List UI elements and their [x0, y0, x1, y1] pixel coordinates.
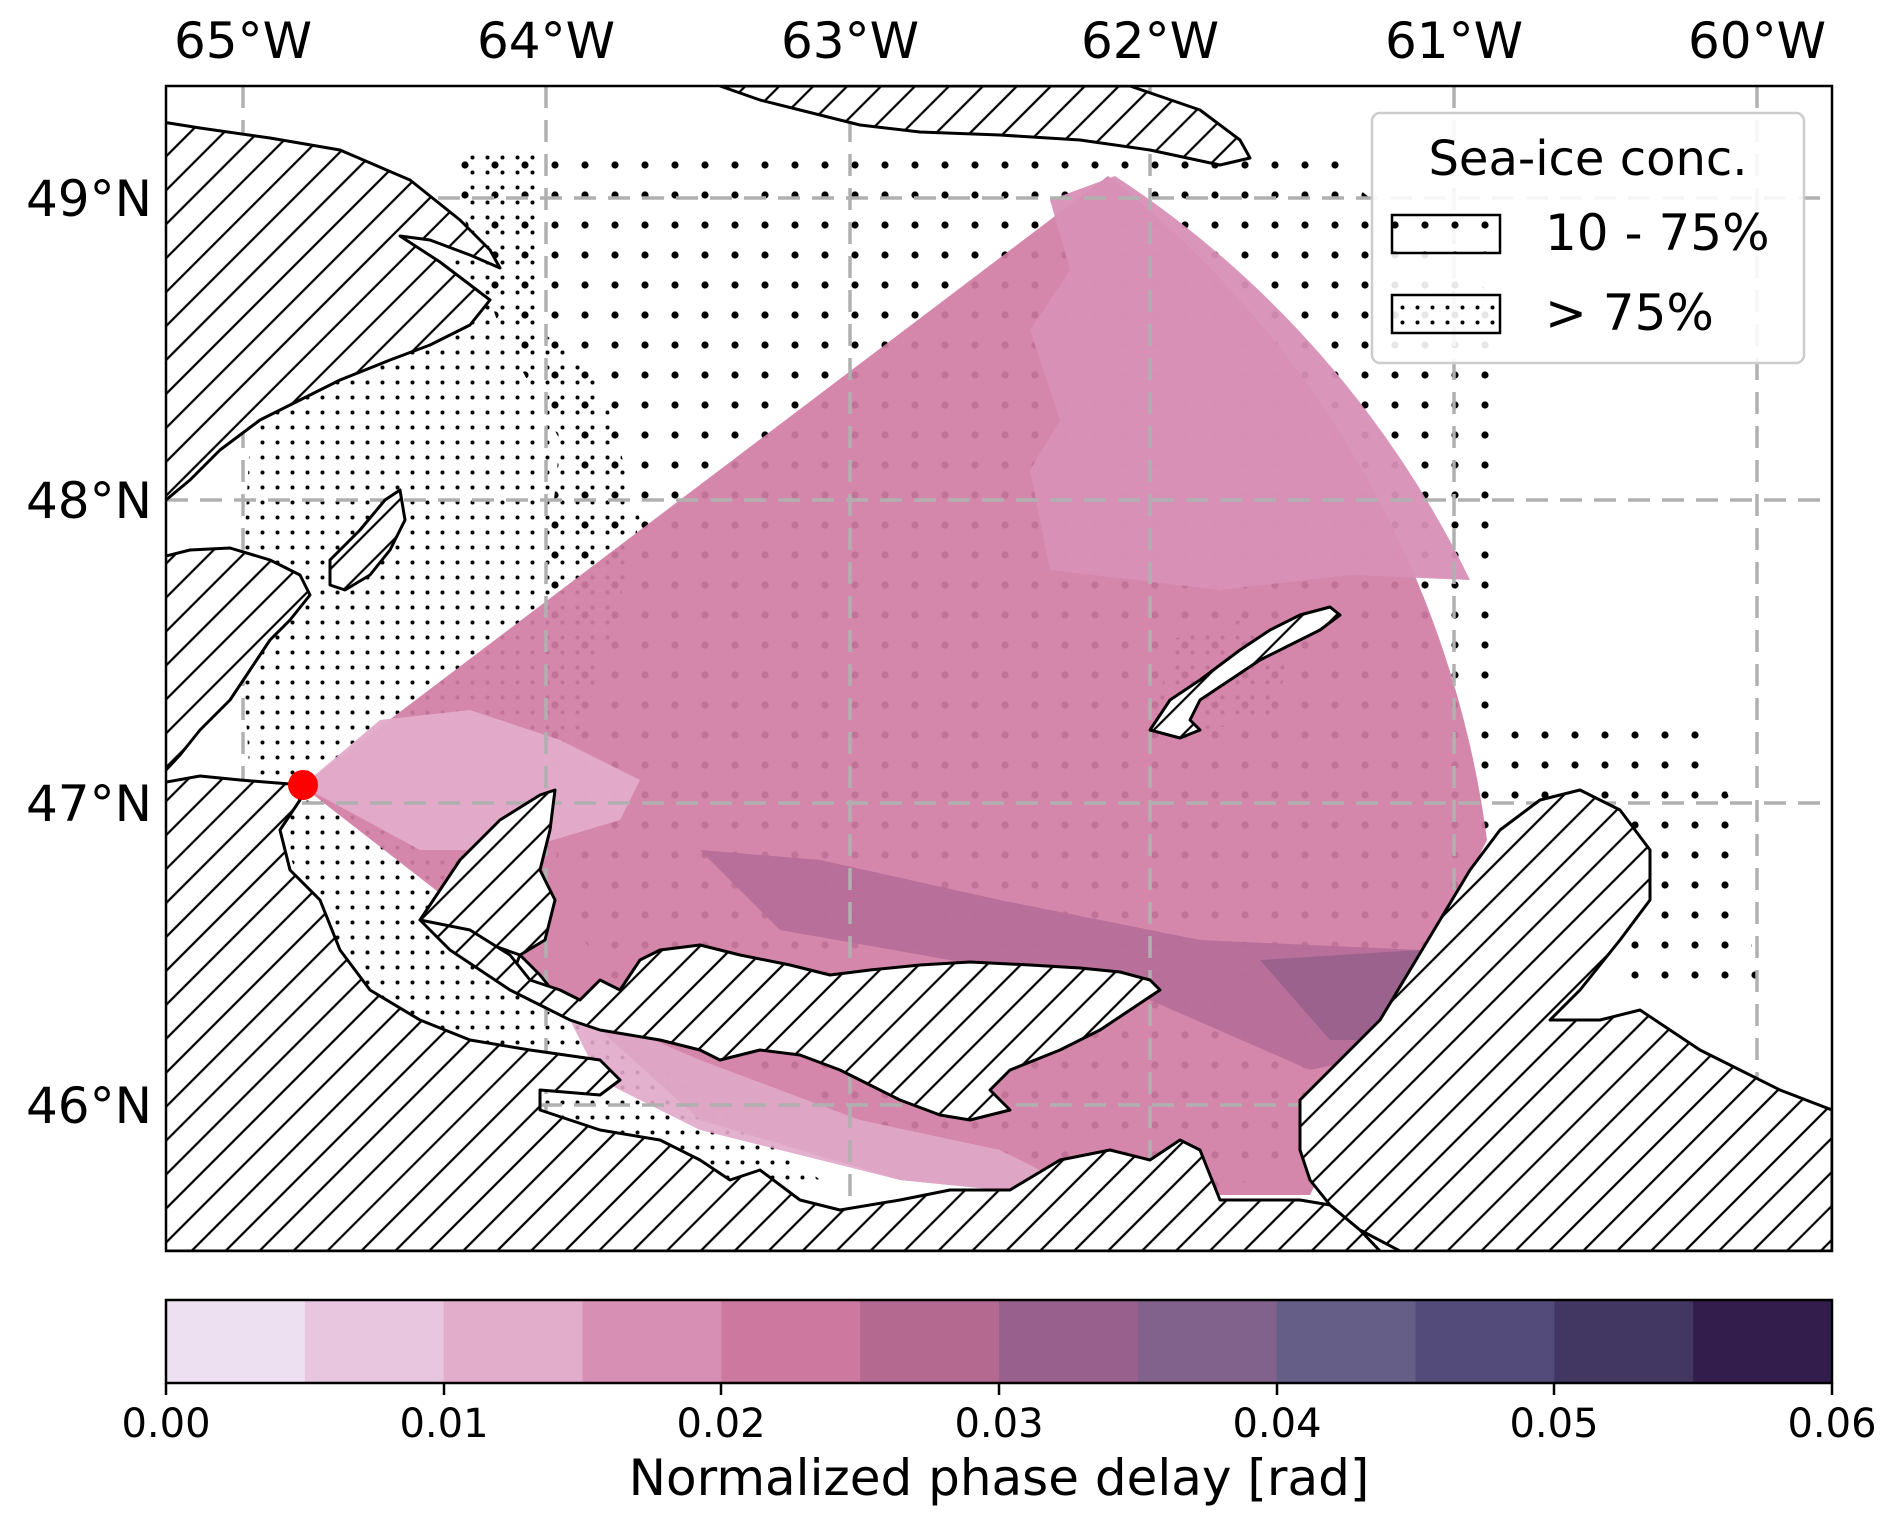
- lon-tick-label: 61°W: [1385, 12, 1523, 70]
- legend-title: Sea-ice conc.: [1428, 131, 1747, 187]
- colorbar: 0.00 0.01 0.02 0.03 0.04 0.05 0.06 Norma…: [121, 1298, 1877, 1507]
- colorbar-tick-label: 0.06: [1787, 1401, 1876, 1447]
- land-new-brunswick-north: [166, 546, 312, 772]
- colorbar-tick-label: 0.03: [954, 1401, 1043, 1447]
- colorbar-tick-label: 0.05: [1509, 1401, 1598, 1447]
- land-prince-edward-island: [418, 918, 1162, 1122]
- land-masses: [166, 86, 1832, 1251]
- colorbar-segment: [1415, 1300, 1555, 1383]
- lon-tick-labels: 65°W 64°W 63°W 62°W 61°W 60°W: [174, 12, 1826, 70]
- colorbar-segments: [166, 1300, 1833, 1383]
- lat-tick-labels: 49°N 48°N 47°N 46°N: [26, 170, 152, 1135]
- lat-tick-label: 47°N: [26, 775, 152, 833]
- legend: Sea-ice conc. 10 - 75% > 75%: [1370, 111, 1806, 365]
- colorbar-tick-label: 0.02: [676, 1401, 765, 1447]
- footprint-pale-zone: [302, 710, 640, 850]
- lon-tick-label: 64°W: [477, 12, 615, 70]
- colorbar-segment: [443, 1300, 584, 1383]
- map-frame: [164, 84, 1834, 1253]
- footprint-light-zone: [1030, 176, 1470, 590]
- legend-swatch-moderate: [1390, 213, 1502, 255]
- lat-tick-label: 48°N: [26, 472, 152, 530]
- colorbar-segment: [860, 1300, 1000, 1383]
- footprint-south-pale: [560, 1000, 1100, 1200]
- colorbar-label: Normalized phase delay [rad]: [629, 1449, 1370, 1507]
- footprint-dark-zone: [700, 850, 1420, 1070]
- colorbar-segment: [1554, 1300, 1694, 1383]
- lon-tick-label: 62°W: [1081, 12, 1219, 70]
- colorbar-segment: [582, 1300, 722, 1383]
- lon-tick-label: 60°W: [1688, 12, 1826, 70]
- colorbar-segment: [999, 1300, 1139, 1383]
- colorbar-tick-label: 0.04: [1232, 1401, 1321, 1447]
- colorbar-tick-label: 0.01: [399, 1401, 488, 1447]
- colorbar-segment: [721, 1300, 861, 1383]
- colorbar-segment: [1137, 1300, 1278, 1383]
- lon-tick-label: 65°W: [174, 12, 312, 70]
- land-gaspe-peninsula: [166, 121, 502, 502]
- lat-tick-label: 49°N: [26, 170, 152, 228]
- land-magdalen-islands: [1148, 605, 1342, 740]
- land-north-shore: [718, 86, 1252, 167]
- legend-label-moderate: 10 - 75%: [1545, 204, 1770, 262]
- legend-label-high: > 75%: [1545, 284, 1714, 342]
- land-cape-breton: [1298, 788, 1832, 1251]
- colorbar-tick-label: 0.00: [121, 1401, 210, 1447]
- colorbar-segment: [166, 1300, 306, 1383]
- source-location-marker: [288, 770, 318, 800]
- land-new-brunswick-south: [166, 774, 1382, 1251]
- legend-swatch-high: [1390, 293, 1502, 335]
- colorbar-ticks: [164, 1383, 1834, 1395]
- land-miscou-island: [328, 488, 407, 592]
- colorbar-segment: [304, 1300, 445, 1383]
- colorbar-segment: [1276, 1300, 1417, 1383]
- lat-tick-label: 46°N: [26, 1077, 152, 1135]
- lon-tick-label: 63°W: [781, 12, 919, 70]
- colorbar-segment: [1693, 1300, 1833, 1383]
- colorbar-tick-labels: 0.00 0.01 0.02 0.03 0.04 0.05 0.06: [121, 1401, 1876, 1447]
